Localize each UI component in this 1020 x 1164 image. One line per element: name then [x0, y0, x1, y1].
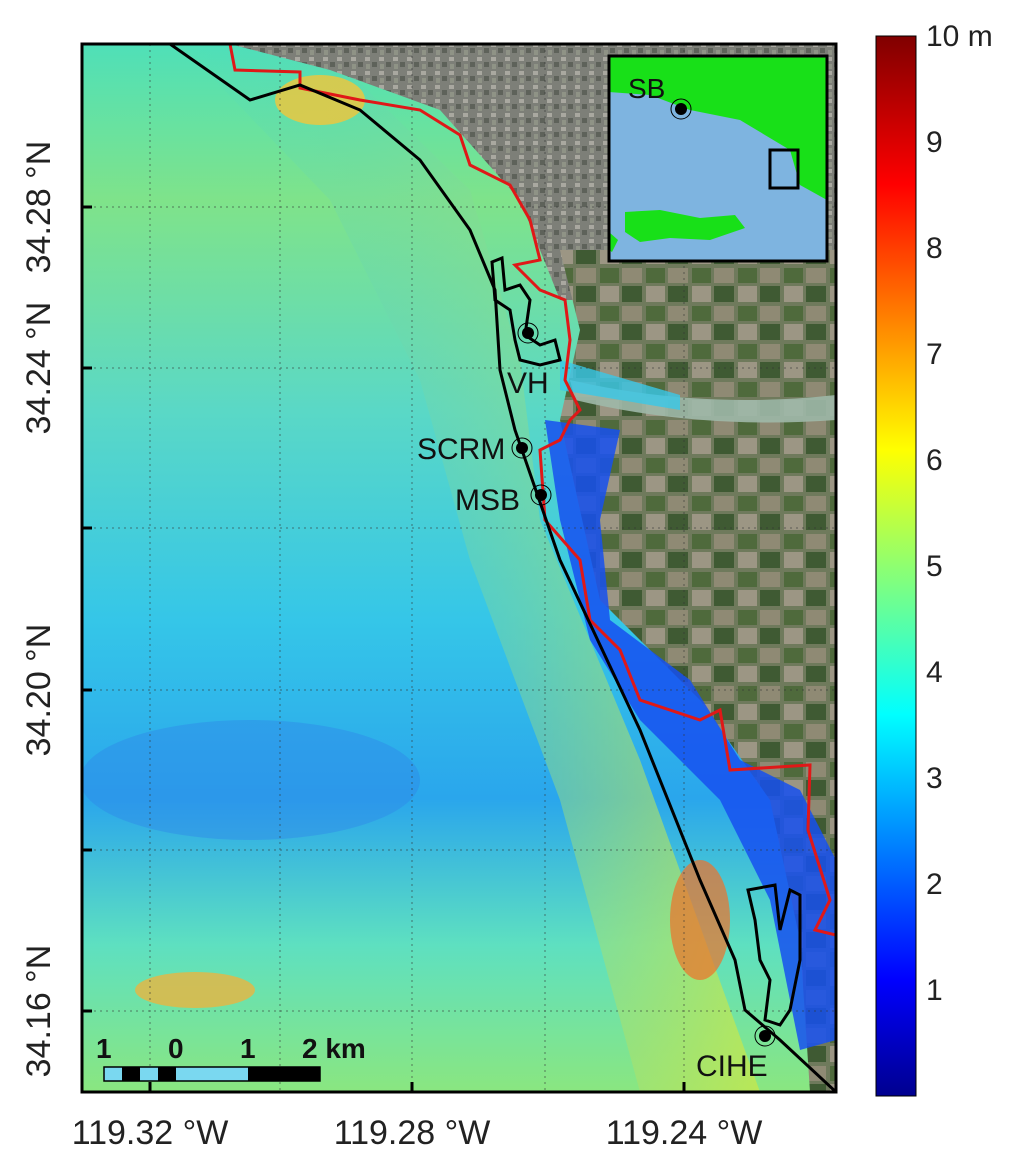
inset-frame — [607, 54, 829, 263]
scale-bar: 1 0 1 2 km — [96, 1033, 366, 1082]
coastline-line — [169, 44, 836, 1092]
longitude-axis: 119.32 °W 119.28 °W 119.24 °W — [72, 1114, 763, 1152]
colorbar-tick-label: 7 — [926, 338, 943, 371]
inset-mainland — [609, 56, 827, 200]
site-marker-dot — [759, 1030, 771, 1042]
inset-island — [625, 210, 745, 242]
site-label-msb: MSB — [455, 484, 520, 517]
scale-label-1-right: 1 — [240, 1033, 256, 1064]
colorbar-tick-label: 10 m — [926, 20, 993, 53]
map-gridlines — [82, 44, 836, 1092]
site-markers: VH SCRM MSB CIHE — [417, 322, 776, 1083]
low-wave-zone — [82, 720, 420, 840]
colorbar: 10 m 9 8 7 6 5 4 3 2 1 — [875, 20, 993, 1097]
nearshore-wave-band — [180, 44, 760, 1092]
scale-label-2km: 2 km — [302, 1033, 366, 1064]
lat-tick-34-24: 34.24 °N — [20, 302, 58, 435]
site-vh[interactable]: VH — [507, 322, 549, 400]
site-scrm[interactable]: SCRM — [417, 433, 533, 466]
scale-label-0: 0 — [168, 1033, 184, 1064]
channel-islands-harbor-outline — [746, 883, 802, 1027]
latitude-axis: 34.28 °N 34.24 °N 34.20 °N 34.16 °N — [20, 141, 58, 1078]
lon-tick-119-28: 119.28 °W — [334, 1114, 491, 1152]
colorbar-tick-label: 6 — [926, 444, 943, 477]
colorbar-tick-label: 3 — [926, 762, 943, 795]
wave-hotspot-cihe — [670, 860, 730, 980]
lat-tick-34-16: 34.16 °N — [20, 945, 58, 1078]
site-label-vh: VH — [507, 367, 549, 400]
inset-label-sb: SB — [628, 73, 665, 104]
inundation-zone — [545, 420, 836, 1050]
lat-tick-34-28: 34.28 °N — [20, 141, 58, 274]
site-label-scrm: SCRM — [417, 433, 505, 466]
inset-sb-marker — [675, 103, 687, 115]
site-label-cihe: CIHE — [696, 1050, 768, 1083]
inundation-limit-line — [180, 44, 836, 937]
ventura-harbor-outline — [490, 255, 562, 367]
colorbar-gradient — [875, 35, 917, 1097]
colorbar-tick-label: 9 — [926, 126, 943, 159]
scale-label-1-left: 1 — [96, 1033, 112, 1064]
land-agricultural — [560, 250, 836, 1092]
colorbar-tick-label: 1 — [926, 974, 943, 1007]
inundation-zone-river — [560, 360, 680, 410]
site-marker-dot — [516, 442, 528, 454]
wave-hotspot-north — [275, 75, 365, 125]
site-marker-dot — [522, 327, 534, 339]
inset-study-area-box — [768, 148, 800, 190]
site-msb[interactable]: MSB — [455, 484, 552, 517]
colorbar-tick-label: 2 — [926, 868, 943, 901]
map-frame-ticks — [82, 205, 686, 1092]
map-frame — [80, 42, 838, 1094]
colorbar-ticks: 10 m 9 8 7 6 5 4 3 2 1 — [926, 20, 993, 1007]
inset-map: SB — [607, 54, 829, 263]
river-channel — [570, 380, 836, 423]
lon-tick-119-24: 119.24 °W — [606, 1114, 763, 1152]
colorbar-tick-label: 5 — [926, 550, 943, 583]
colorbar-tick-label: 8 — [926, 232, 943, 265]
lat-tick-34-20: 34.20 °N — [20, 624, 58, 757]
site-cihe[interactable]: CIHE — [696, 1025, 776, 1083]
wave-hotspot-south — [135, 972, 255, 1008]
site-marker-dot — [535, 489, 547, 501]
lon-tick-119-32: 119.32 °W — [72, 1114, 229, 1152]
colorbar-tick-label: 4 — [926, 656, 943, 689]
